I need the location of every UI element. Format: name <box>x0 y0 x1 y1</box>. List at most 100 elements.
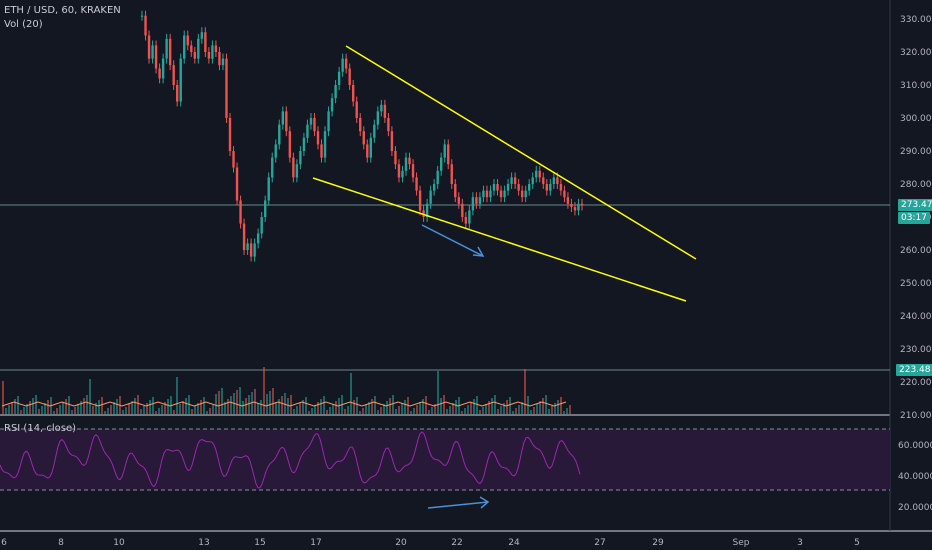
candle-body <box>432 184 436 191</box>
volume-bar <box>149 400 151 414</box>
time-tick-label: 27 <box>594 538 605 548</box>
volume-bar <box>428 410 430 414</box>
candle-body <box>249 243 253 257</box>
candle-body <box>468 210 471 224</box>
arrow-rsi-divergence[interactable] <box>427 496 490 509</box>
candle-body <box>193 52 196 59</box>
candle-body <box>383 104 387 118</box>
candle-body <box>376 111 380 125</box>
rsi-indicator-label[interactable]: RSI (14, close) <box>4 423 77 434</box>
volume-bar <box>140 409 142 414</box>
candle-body <box>552 177 556 184</box>
candle-body <box>394 151 397 165</box>
candle-body <box>239 200 242 224</box>
volume-bar <box>353 400 355 414</box>
volume-bar <box>545 395 547 414</box>
candle-body <box>316 131 320 145</box>
candle-body <box>235 167 239 201</box>
volume-bar <box>20 410 22 414</box>
volume-bar <box>356 397 358 414</box>
volume-bar <box>122 410 124 414</box>
candle-body <box>176 85 179 102</box>
candle-body <box>161 58 165 79</box>
trendline-lower[interactable] <box>312 177 687 302</box>
volume-layer <box>2 367 571 414</box>
volume-bar <box>512 411 514 414</box>
volume-bar <box>110 405 112 414</box>
candle-body <box>520 190 524 198</box>
candle-body <box>440 157 443 171</box>
candle-body <box>140 15 144 17</box>
volume-bar <box>431 407 433 414</box>
volume-bar <box>413 408 415 414</box>
volume-bar <box>236 390 238 414</box>
volume-bar <box>152 397 154 414</box>
volume-bar <box>44 403 46 414</box>
volume-bar <box>275 402 277 414</box>
time-tick-label: 10 <box>113 538 125 548</box>
candle-body <box>313 118 316 132</box>
candle-body <box>218 52 221 66</box>
volume-bar <box>323 396 325 414</box>
volume-bar <box>482 407 484 414</box>
volume-bar <box>329 407 331 414</box>
candle-body <box>274 144 277 158</box>
volume-bar <box>11 402 13 414</box>
candle-body <box>190 45 193 52</box>
candle-body <box>309 118 313 125</box>
volume-bar <box>5 408 7 414</box>
candle-body <box>538 170 541 178</box>
rsi-legend: RSI (14, close) <box>4 422 76 436</box>
trendline-upper[interactable] <box>345 45 697 260</box>
candle-body <box>457 197 460 204</box>
candle-body <box>461 203 464 217</box>
candle-body <box>506 184 510 191</box>
volume-bar <box>446 409 448 414</box>
volume-bar <box>434 404 436 414</box>
candle-body <box>264 200 267 217</box>
volume-bar <box>452 403 454 414</box>
candle-body <box>211 45 214 59</box>
volume-bar <box>62 402 64 414</box>
candle-body <box>475 197 478 204</box>
volume-bar <box>395 409 397 414</box>
candle-body <box>418 190 422 211</box>
candle-body <box>577 203 580 211</box>
candle-body <box>531 177 534 184</box>
volume-bar <box>320 399 322 414</box>
time-axis[interactable]: 6 8 10 13 15 17 20 22 24 27 29 Sep 3 5 <box>1 538 860 548</box>
candle-body <box>425 203 429 217</box>
symbol-label[interactable]: ETH / USD, 60, KRAKEN <box>4 5 121 16</box>
candle-body <box>499 190 503 198</box>
volume-bar <box>137 395 139 414</box>
volume-bar <box>182 401 184 414</box>
candle-body <box>151 45 154 59</box>
time-tick-label: 29 <box>652 538 664 548</box>
volume-bar <box>479 410 481 414</box>
chart-legend: ETH / USD, 60, KRAKEN Vol (20) <box>4 4 121 32</box>
volume-bar <box>530 410 532 414</box>
volume-marker-badge: 223.48 <box>896 364 932 376</box>
candle-body <box>186 35 189 46</box>
rsi-axis[interactable]: 60.0000 40.0000 20.0000 <box>898 441 932 513</box>
candle-body <box>570 203 573 208</box>
time-tick-label: 15 <box>254 538 265 548</box>
candle-body <box>408 157 411 165</box>
arrow-price-divergence[interactable] <box>421 224 485 257</box>
price-tick-label: 220.00 <box>900 378 932 388</box>
volume-bar <box>14 399 16 414</box>
volume-bar <box>260 400 262 414</box>
volume-bar <box>185 398 187 414</box>
candle-body <box>158 68 161 79</box>
volume-bar <box>533 407 535 414</box>
candle-body <box>179 58 182 102</box>
candle-body <box>528 184 531 191</box>
candle-body <box>397 164 401 178</box>
volume-indicator-label[interactable]: Vol (20) <box>4 19 43 30</box>
candle-body <box>278 124 281 145</box>
candle-body <box>492 184 496 191</box>
candle-body <box>327 111 330 132</box>
time-tick-label: 24 <box>508 538 520 548</box>
volume-bar <box>404 400 406 414</box>
